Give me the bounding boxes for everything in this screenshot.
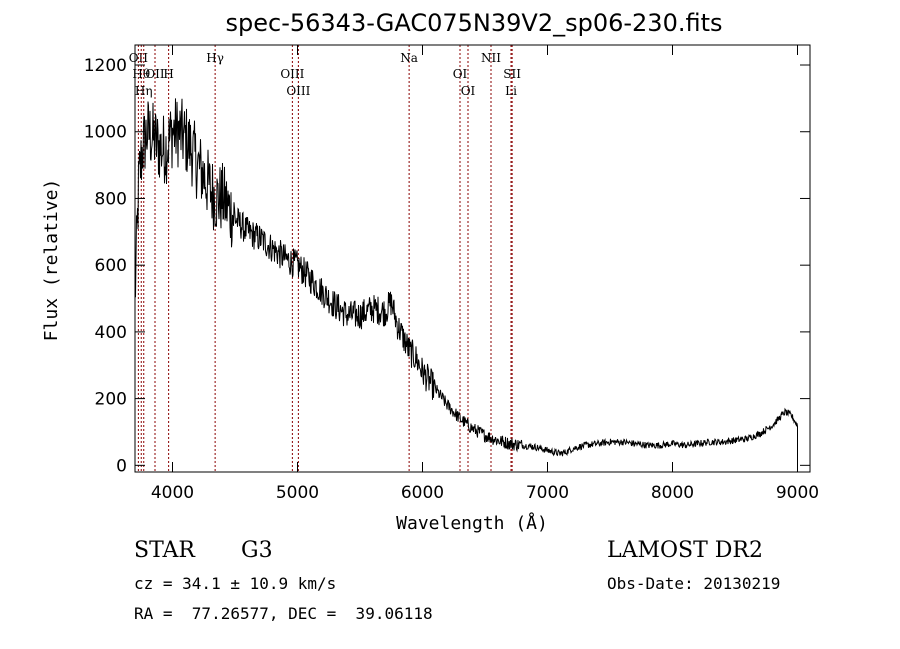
x-tick-label: 7000 bbox=[526, 483, 569, 503]
emission-line-label: OI bbox=[461, 84, 476, 98]
y-tick-label: 400 bbox=[95, 323, 127, 343]
object-class: STAR bbox=[134, 538, 195, 563]
emission-line-label: OIII bbox=[280, 67, 304, 81]
emission-line-label: Hη bbox=[135, 84, 153, 98]
x-axis-label: Wavelength (Å) bbox=[396, 512, 548, 534]
x-tick-label: 5000 bbox=[276, 483, 319, 503]
x-tick-label: 6000 bbox=[401, 483, 444, 503]
y-axis-ticks: 0 200 400 600 800 1000 1200 bbox=[84, 56, 810, 476]
emission-line-label: OII bbox=[145, 67, 165, 81]
redshift-readout: cz = 34.1 ± 10.9 km/s bbox=[134, 574, 337, 593]
y-tick-label: 1200 bbox=[84, 56, 127, 76]
x-axis-ticks: 4000 5000 6000 7000 8000 9000 bbox=[151, 45, 819, 503]
observation-date: Obs-Date: 20130219 bbox=[607, 574, 781, 593]
survey-name: LAMOST DR2 bbox=[607, 538, 763, 563]
x-tick-label: 4000 bbox=[151, 483, 194, 503]
emission-line-label: Hγ bbox=[206, 51, 224, 65]
coordinates-readout: RA = 77.26577, DEC = 39.06118 bbox=[134, 604, 433, 623]
emission-line-label: H bbox=[163, 67, 173, 81]
emission-line-label: NII bbox=[481, 51, 501, 65]
y-axis-label: Flux (relative) bbox=[41, 179, 62, 342]
x-tick-label: 8000 bbox=[651, 483, 694, 503]
y-tick-label: 0 bbox=[116, 456, 127, 476]
spectrum-line bbox=[134, 98, 798, 466]
object-subclass: G3 bbox=[241, 538, 273, 563]
emission-line-label: Na bbox=[400, 51, 418, 65]
x-tick-label: 9000 bbox=[776, 483, 819, 503]
y-tick-label: 800 bbox=[95, 189, 127, 209]
plot-frame bbox=[134, 44, 811, 473]
y-tick-label: 200 bbox=[95, 390, 127, 410]
emission-line-label: OII bbox=[129, 51, 149, 65]
chart-title: spec-56343-GAC075N39V2_sp06-230.fits bbox=[226, 9, 723, 37]
emission-line-label: OIII bbox=[286, 84, 310, 98]
y-tick-label: 600 bbox=[95, 256, 127, 276]
emission-line-label: Hθ bbox=[132, 67, 150, 81]
emission-line-label: Li bbox=[505, 84, 517, 98]
emission-line-label: SII bbox=[503, 67, 521, 81]
y-tick-label: 1000 bbox=[84, 123, 127, 143]
emission-line-label: OI bbox=[453, 67, 468, 81]
